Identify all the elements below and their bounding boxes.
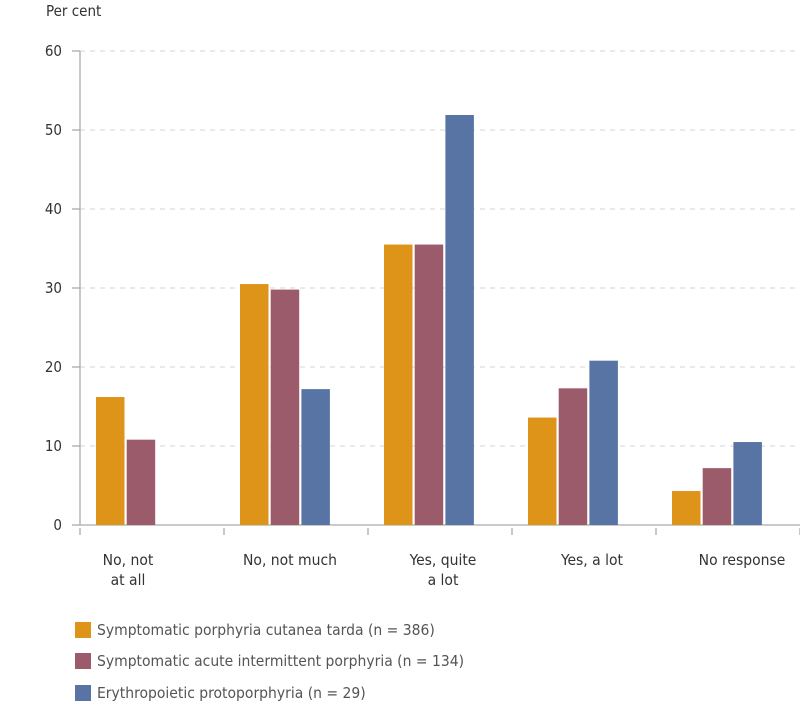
bar-chart: 0 10 20 30 40 50 60 bbox=[45, 42, 800, 535]
y-tick-label: 50 bbox=[45, 121, 62, 139]
legend-item: Symptomatic acute intermittent porphyria… bbox=[75, 646, 464, 678]
bar bbox=[672, 491, 701, 525]
bar bbox=[414, 244, 444, 526]
legend-label: Symptomatic porphyria cutanea tarda (n =… bbox=[97, 620, 435, 639]
bar bbox=[589, 360, 618, 525]
legend: Symptomatic porphyria cutanea tarda (n =… bbox=[75, 614, 464, 709]
bar bbox=[558, 388, 588, 525]
legend-label: Erythropoietic protoporphyria (n = 29) bbox=[97, 683, 366, 702]
x-tick-label: No response bbox=[698, 551, 786, 569]
y-tick-label: 40 bbox=[45, 200, 62, 218]
legend-item: Symptomatic porphyria cutanea tarda (n =… bbox=[75, 614, 464, 646]
y-tick-label: 10 bbox=[45, 437, 62, 455]
bar bbox=[733, 442, 762, 525]
legend-label: Symptomatic acute intermittent porphyria… bbox=[97, 652, 465, 671]
bar bbox=[270, 289, 300, 525]
legend-item: Erythropoietic protoporphyria (n = 29) bbox=[75, 677, 464, 709]
y-tick-label: 30 bbox=[45, 279, 62, 297]
y-axis-label: Per cent bbox=[46, 2, 102, 20]
bar bbox=[702, 468, 732, 525]
bar bbox=[96, 397, 125, 525]
x-tick-label: No, not at all bbox=[102, 551, 154, 589]
legend-swatch bbox=[75, 684, 91, 701]
x-tick-label: Yes, a lot bbox=[561, 551, 623, 569]
bar bbox=[384, 244, 413, 526]
bar bbox=[126, 439, 156, 525]
legend-swatch bbox=[75, 621, 91, 638]
y-tick-label: 0 bbox=[53, 516, 62, 534]
bar bbox=[445, 114, 474, 526]
y-tick-label: 20 bbox=[45, 358, 62, 376]
y-tick-label: 60 bbox=[45, 42, 62, 60]
bar bbox=[240, 284, 269, 525]
x-tick-label: Yes, quite a lot bbox=[409, 551, 477, 589]
bar bbox=[528, 417, 557, 525]
x-tick-label: No, not much bbox=[242, 551, 337, 569]
legend-swatch bbox=[75, 653, 91, 670]
bar bbox=[301, 389, 330, 525]
